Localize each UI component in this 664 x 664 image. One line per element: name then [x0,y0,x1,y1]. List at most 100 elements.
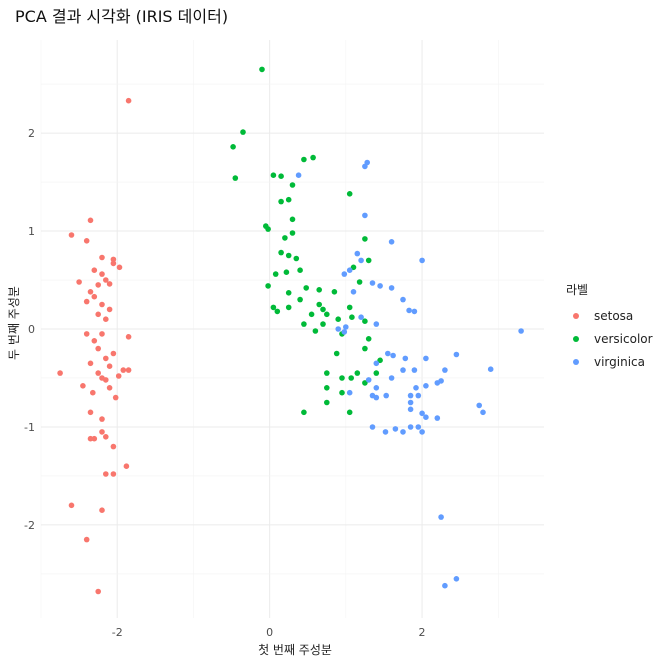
legend-item-virginica: virginica [573,355,645,369]
data-point-virginica [388,285,395,291]
data-point-versicolor [331,289,338,295]
data-point-versicolor [310,154,316,161]
data-point-virginica [438,514,444,520]
data-point-setosa [103,316,109,323]
data-point-versicolor [270,304,277,311]
legend-label-setosa: setosa [594,309,633,323]
data-point-virginica [373,360,380,367]
data-point-virginica [419,257,425,264]
data-point-virginica [369,280,376,286]
y-axis-ticks: -2 -1 0 1 2 [24,127,35,532]
legend-label-versicolor: versicolor [594,332,653,346]
data-point-setosa [106,306,113,313]
legend-item-versicolor: versicolor [573,332,653,346]
data-point-versicolor [365,257,372,264]
chart-title: PCA 결과 시각화 (IRIS 데이터) [15,7,228,26]
data-point-versicolor [272,271,279,277]
data-point-virginica [407,399,414,406]
data-point-versicolor [278,198,284,205]
x-tick-label: 2 [419,626,426,639]
data-point-virginica [295,172,302,178]
y-tick-label: -1 [24,421,35,434]
data-point-versicolor [320,321,326,327]
data-point-versicolor [265,226,271,232]
data-point-setosa [99,331,105,337]
data-point-virginica [385,350,391,357]
data-point-setosa [110,350,117,357]
data-point-setosa [115,373,122,379]
data-point-setosa [103,377,109,383]
data-point-versicolor [346,409,353,416]
data-point-versicolor [240,129,246,135]
data-point-virginica [442,582,448,589]
plot-panel [40,40,544,618]
data-point-versicolor [373,370,380,376]
data-point-setosa [95,311,101,318]
data-point-virginica [373,394,380,401]
data-point-virginica [423,414,429,421]
data-point-versicolor [335,316,342,323]
data-point-setosa [120,367,127,373]
y-tick-label: 1 [28,225,35,238]
data-point-virginica [392,426,399,432]
x-axis-ticks: -2 0 2 [112,626,426,639]
data-point-virginica [413,385,419,391]
data-point-setosa [103,471,109,477]
data-point-virginica [388,239,395,245]
data-point-virginica [453,351,460,358]
data-point-versicolor [285,252,292,259]
data-point-versicolor [324,385,330,391]
data-point-setosa [106,281,113,287]
data-point-virginica [402,355,409,362]
data-point-virginica [415,424,422,430]
data-point-virginica [354,250,361,257]
data-point-virginica [388,375,395,381]
data-point-virginica [406,307,412,314]
data-point-versicolor [377,357,383,364]
data-point-virginica [341,329,348,335]
data-point-versicolor [324,370,330,376]
data-point-versicolor [230,144,236,150]
legend: 라벨 setosa versicolor virginica [566,283,653,369]
data-point-virginica [476,402,483,409]
data-point-virginica [377,283,383,289]
data-point-setosa [87,360,94,367]
legend-key-versicolor [573,336,579,342]
data-point-versicolor [362,318,368,325]
data-point-versicolor [303,285,310,291]
data-point-versicolor [316,287,323,293]
data-point-setosa [83,331,90,337]
data-point-setosa [99,507,105,513]
data-point-virginica [341,271,348,277]
data-point-versicolor [346,304,353,311]
x-tick-label: 0 [266,626,273,639]
data-point-virginica [419,429,425,435]
data-point-setosa [106,363,113,370]
data-point-setosa [106,385,113,391]
data-point-versicolor [282,235,288,241]
data-point-setosa [116,264,123,271]
data-point-setosa [87,409,94,416]
data-point-virginica [400,367,406,373]
x-tick-label: -2 [112,626,123,639]
data-point-setosa [125,367,132,373]
data-point-versicolor [362,345,368,352]
data-point-virginica [453,576,460,582]
data-point-setosa [110,256,117,263]
data-point-virginica [362,212,368,219]
data-point-virginica [442,367,448,373]
data-point-setosa [90,389,96,396]
data-point-virginica [335,326,342,332]
data-point-setosa [83,298,90,305]
data-point-virginica [411,367,418,373]
data-point-versicolor [333,350,340,357]
data-point-setosa [112,394,119,401]
data-point-versicolor [320,306,326,313]
data-point-versicolor [350,264,357,271]
series-versicolor [230,66,383,416]
data-point-versicolor [349,314,355,321]
data-point-virginica [415,392,422,399]
data-point-versicolor [362,380,368,386]
data-point-versicolor [346,191,353,197]
